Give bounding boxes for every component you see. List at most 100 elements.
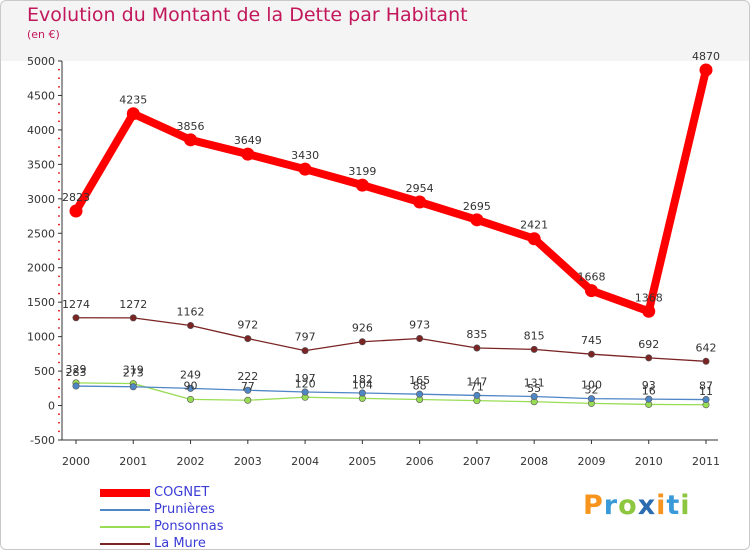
legend-item: La Mure bbox=[100, 536, 206, 551]
data-point bbox=[473, 391, 481, 399]
data-label: 2954 bbox=[406, 182, 434, 195]
data-label: 182 bbox=[352, 373, 373, 386]
data-label: 249 bbox=[180, 368, 201, 381]
data-point bbox=[72, 382, 80, 390]
data-point bbox=[358, 338, 366, 346]
y-minor-tick bbox=[58, 111, 60, 114]
chart-title: Evolution du Montant de la Dette par Hab… bbox=[27, 4, 468, 26]
y-tick-label: -500 bbox=[30, 434, 55, 447]
data-label: 835 bbox=[466, 328, 487, 341]
x-tick-label: 2001 bbox=[119, 455, 147, 468]
x-tick-label: 2011 bbox=[692, 455, 720, 468]
data-point bbox=[187, 321, 195, 329]
data-label: 32 bbox=[584, 383, 598, 396]
data-label: 131 bbox=[524, 377, 545, 390]
data-label: 222 bbox=[237, 370, 258, 383]
data-label: 120 bbox=[295, 377, 316, 390]
y-minor-tick bbox=[58, 352, 60, 355]
data-label: 77 bbox=[241, 380, 255, 393]
y-minor-tick bbox=[58, 223, 60, 226]
y-minor-tick bbox=[58, 77, 60, 80]
data-point bbox=[530, 345, 538, 353]
data-point bbox=[702, 396, 710, 404]
data-label: 16 bbox=[642, 384, 656, 397]
data-point bbox=[699, 63, 713, 77]
data-label: 2421 bbox=[520, 219, 548, 232]
legend-label: Ponsonnas bbox=[154, 519, 224, 534]
data-label: 3430 bbox=[291, 149, 319, 162]
x-tick-label: 2004 bbox=[291, 455, 319, 468]
y-minor-tick bbox=[58, 327, 60, 329]
data-point bbox=[301, 347, 309, 355]
data-label: 11 bbox=[699, 385, 713, 398]
data-point bbox=[129, 383, 137, 391]
x-tick-label: 2002 bbox=[177, 455, 205, 468]
data-label: 4870 bbox=[692, 50, 720, 63]
data-point bbox=[470, 213, 484, 227]
y-minor-tick bbox=[58, 430, 60, 433]
y-minor-tick bbox=[58, 103, 60, 105]
data-label: 319 bbox=[123, 364, 144, 377]
data-point bbox=[527, 232, 541, 246]
data-point bbox=[355, 178, 369, 192]
x-tick-label: 2009 bbox=[577, 455, 605, 468]
data-point bbox=[416, 334, 424, 342]
data-point bbox=[702, 357, 710, 365]
data-label: 973 bbox=[409, 318, 430, 331]
data-point bbox=[187, 384, 195, 392]
x-tick-label: 2010 bbox=[635, 455, 663, 468]
y-minor-tick bbox=[58, 258, 60, 261]
legend-item: Prunières bbox=[100, 502, 215, 517]
data-label: 4235 bbox=[119, 94, 147, 107]
data-label: 797 bbox=[295, 331, 316, 344]
legend-swatch bbox=[100, 488, 150, 497]
x-tick-label: 2008 bbox=[520, 455, 548, 468]
y-minor-tick bbox=[58, 396, 60, 398]
y-minor-tick bbox=[58, 85, 60, 88]
y-tick-label: 3500 bbox=[27, 158, 55, 171]
data-label: 3856 bbox=[177, 120, 205, 133]
data-point bbox=[241, 147, 255, 161]
data-label: 283 bbox=[66, 366, 87, 379]
data-label: 3199 bbox=[348, 165, 376, 178]
x-tick-label: 2006 bbox=[406, 455, 434, 468]
data-label: 2823 bbox=[62, 191, 90, 204]
legend-swatch bbox=[100, 525, 150, 528]
data-point bbox=[187, 395, 195, 403]
data-label: 93 bbox=[642, 379, 656, 392]
y-minor-tick bbox=[58, 137, 60, 140]
data-label: 1162 bbox=[177, 305, 205, 318]
data-label: 1274 bbox=[62, 298, 90, 311]
series-line bbox=[72, 65, 710, 316]
x-tick-label: 2003 bbox=[234, 455, 262, 468]
x-tick-label: 2000 bbox=[62, 455, 90, 468]
series-line bbox=[75, 382, 707, 406]
data-point bbox=[473, 344, 481, 352]
data-label: 745 bbox=[581, 334, 602, 347]
data-label: 273 bbox=[123, 367, 144, 380]
data-label: 329 bbox=[66, 363, 87, 376]
y-tick-label: 5000 bbox=[27, 55, 55, 68]
y-minor-tick bbox=[58, 318, 60, 321]
y-minor-tick bbox=[58, 361, 60, 364]
y-minor-tick bbox=[58, 120, 60, 123]
y-minor-tick bbox=[58, 292, 60, 295]
data-label: 87 bbox=[699, 380, 713, 393]
y-minor-tick bbox=[58, 240, 60, 243]
data-label: 1272 bbox=[119, 298, 147, 311]
data-point bbox=[645, 395, 653, 403]
y-tick-label: 500 bbox=[34, 365, 55, 378]
y-minor-tick bbox=[58, 284, 60, 286]
legend-swatch bbox=[100, 542, 150, 545]
y-minor-tick bbox=[58, 378, 60, 381]
data-point bbox=[126, 107, 140, 121]
y-minor-tick bbox=[58, 249, 60, 252]
series-line bbox=[75, 317, 707, 362]
data-label: 972 bbox=[237, 319, 258, 332]
y-minor-tick bbox=[58, 68, 60, 71]
y-minor-tick bbox=[58, 275, 60, 278]
y-minor-tick bbox=[58, 206, 60, 209]
y-tick-label: 1000 bbox=[27, 331, 55, 344]
